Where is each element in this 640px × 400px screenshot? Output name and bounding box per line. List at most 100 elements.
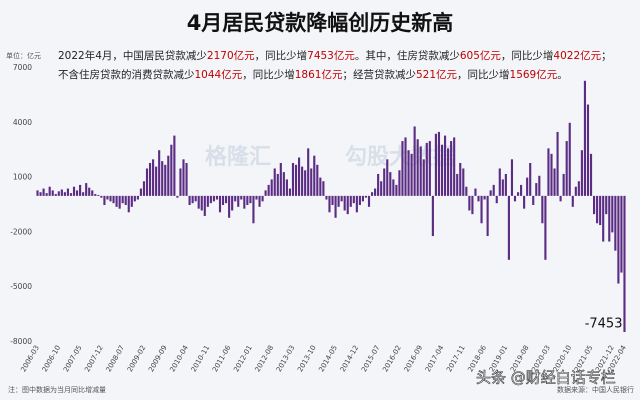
bar — [63, 192, 66, 196]
bar — [440, 144, 444, 196]
bar — [66, 188, 69, 196]
bar — [513, 195, 517, 202]
bar — [565, 141, 568, 196]
bar — [188, 195, 191, 205]
bar — [197, 195, 200, 209]
bar — [124, 195, 127, 205]
bar — [611, 195, 614, 233]
bar — [504, 173, 507, 196]
annotation-segment: 。 — [557, 69, 568, 81]
bar — [179, 168, 182, 196]
bar — [599, 195, 602, 226]
annotation-segment: ；经营贷款减少 — [342, 68, 416, 81]
bar — [91, 190, 94, 196]
y-tick-label: 1000 — [13, 173, 32, 182]
bar — [544, 195, 547, 260]
bar — [182, 159, 185, 196]
bar — [279, 162, 282, 196]
annotation-segment: 4022亿元 — [553, 49, 601, 62]
y-tick-label: -8000 — [10, 337, 32, 346]
bar — [355, 195, 358, 213]
bar — [352, 195, 355, 204]
bar — [322, 181, 325, 196]
bar — [100, 195, 103, 198]
bar — [520, 184, 523, 196]
bar — [380, 181, 383, 196]
bar — [231, 195, 234, 211]
bar — [316, 164, 319, 196]
bar — [75, 190, 79, 196]
bar — [553, 168, 556, 196]
bar — [39, 192, 42, 196]
bar — [416, 139, 419, 196]
bar — [109, 195, 112, 202]
annotation-segment: 521亿元 — [416, 68, 458, 81]
data-label: -7453 — [585, 317, 623, 332]
annotation: 不含住房贷款的消费贷款减少1044亿元，同比少增1861亿元；经营贷款减少521… — [58, 68, 568, 81]
bar — [288, 188, 292, 196]
bar — [228, 195, 231, 218]
bar — [130, 195, 133, 207]
bar — [571, 195, 574, 207]
bar — [133, 195, 136, 202]
bar — [167, 155, 170, 196]
bar — [301, 166, 304, 196]
bar — [450, 141, 453, 196]
source: 数据来源：中国人民银行 — [557, 385, 634, 394]
bar — [285, 179, 288, 196]
bar — [218, 195, 222, 213]
bar — [170, 144, 173, 196]
bar — [282, 172, 285, 196]
annotation-segment: ，同比少增 — [242, 68, 295, 81]
bar — [307, 148, 310, 196]
bar — [48, 186, 51, 196]
bar — [69, 193, 73, 196]
annotation-segment: 7453亿元 — [307, 49, 355, 62]
chart-title: 4月居民贷款降幅创历史新高 — [187, 11, 454, 35]
bar — [206, 195, 209, 207]
bar — [483, 195, 486, 200]
note: 注：图中数据为当月同比增减量 — [8, 385, 106, 394]
bar — [620, 195, 623, 273]
bar — [586, 104, 590, 196]
bar — [577, 181, 580, 196]
annotation-segment: 2022年4月，中国居民贷款减少 — [58, 49, 207, 62]
bar — [158, 150, 161, 196]
bar — [161, 161, 164, 196]
bar — [57, 191, 60, 196]
bar — [145, 168, 149, 196]
watermark: 头条 @财经白话专栏 — [476, 369, 616, 387]
bar — [550, 153, 553, 196]
bar — [523, 195, 526, 209]
bar — [221, 195, 225, 205]
bar — [471, 195, 474, 215]
bar — [583, 80, 587, 196]
annotation-segment: 。其中，住房贷款减少 — [355, 49, 460, 62]
bar — [419, 146, 422, 196]
bar — [596, 195, 599, 224]
bar — [136, 195, 139, 200]
bar — [559, 195, 562, 202]
y-tick-label: 7000 — [13, 63, 32, 72]
bar — [580, 150, 583, 196]
bar — [51, 190, 54, 196]
bar — [273, 168, 276, 196]
bar — [252, 195, 255, 224]
bar — [343, 195, 346, 211]
annotation-segment: ，同比少增 — [501, 49, 554, 62]
bar — [298, 157, 301, 196]
bar — [507, 195, 510, 260]
bar — [383, 168, 386, 196]
bar — [526, 177, 529, 196]
y-tick-label: -5000 — [10, 282, 32, 291]
bar — [486, 195, 489, 237]
bar — [267, 184, 270, 196]
bar — [97, 194, 100, 196]
bar — [215, 195, 219, 200]
bar — [498, 168, 501, 196]
bar — [532, 195, 535, 205]
bar — [261, 195, 264, 202]
bar — [547, 148, 550, 196]
bar — [437, 131, 441, 196]
